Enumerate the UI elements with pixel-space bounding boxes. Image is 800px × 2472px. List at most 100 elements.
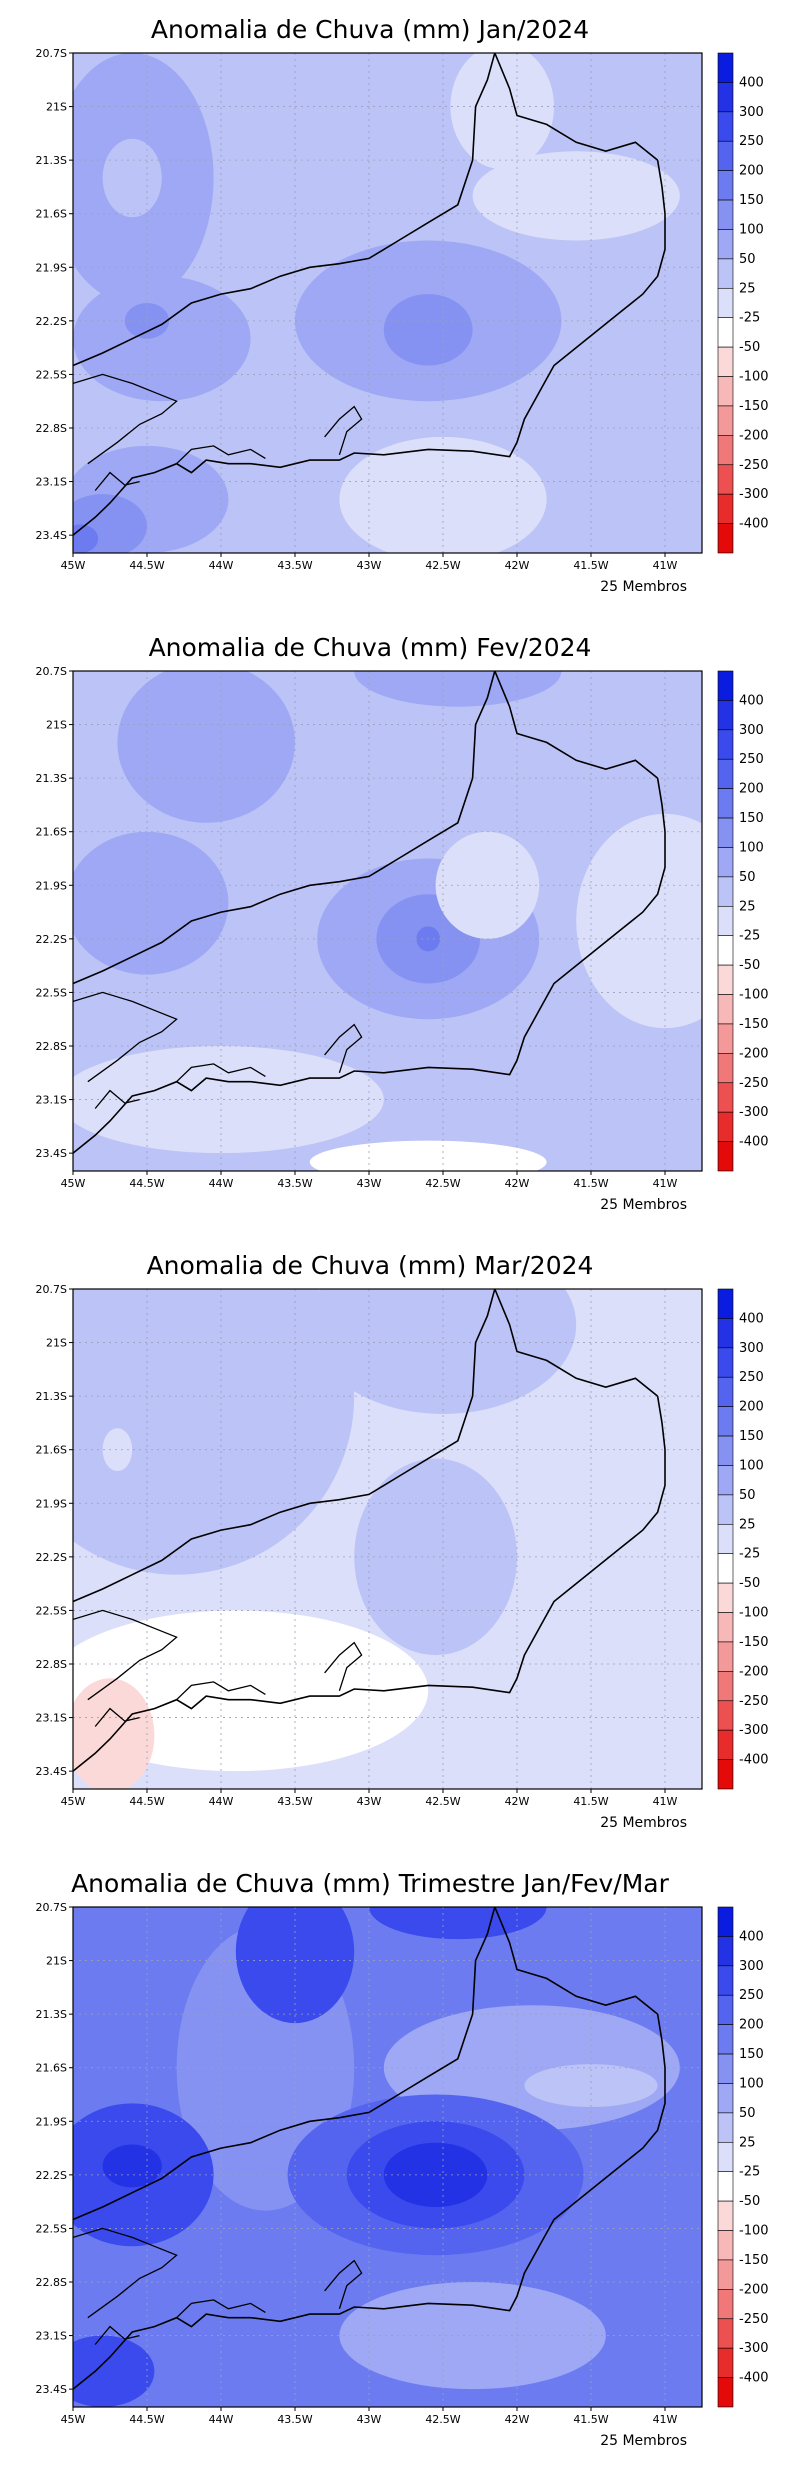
colorbar-swatch [717, 2347, 734, 2378]
lon-tick-label: 43.5W [277, 1795, 312, 1808]
colorbar-swatch [717, 964, 734, 995]
anomaly-contour [354, 671, 562, 707]
colorbar-swatch [717, 287, 734, 319]
colorbar-label: -25 [739, 929, 760, 944]
anomaly-contour [102, 138, 162, 218]
lon-tick-label: 45W [61, 1177, 86, 1190]
lon-tick-label: 41.5W [573, 1795, 608, 1808]
colorbar-label: -50 [739, 2194, 760, 2209]
anomaly-contour [73, 2335, 155, 2407]
colorbar-label: 200 [739, 2018, 764, 2033]
lon-tick-label: 45W [61, 1795, 86, 1808]
colorbar-swatch [717, 2377, 734, 2408]
colorbar-swatch [717, 1759, 734, 1790]
colorbar-label: 25 [739, 281, 756, 296]
lat-tick-label: 21.3S [36, 772, 67, 785]
colorbar: 400 300 250 200 150 100 50 25 -25 -50 -100 -150 -200… [717, 670, 769, 1172]
coastline [73, 53, 666, 536]
colorbar-swatch [717, 2230, 734, 2261]
colorbar-swatch [717, 346, 734, 377]
colorbar-label: 300 [739, 723, 764, 738]
colorbar-label: 50 [739, 2106, 756, 2121]
members-label: 25 Membros [600, 579, 687, 595]
colorbar-label: 100 [739, 840, 764, 855]
colorbar-swatch [717, 111, 734, 142]
lat-tick-label: 20.7S [36, 1283, 67, 1296]
map-title: Anomalia de Chuva (mm) Mar/2024 [147, 1251, 594, 1280]
colorbar-label: -300 [739, 1723, 769, 1738]
lat-tick-label: 21S [46, 101, 67, 114]
anomaly-contour [73, 524, 99, 553]
colorbar-swatch [717, 2200, 734, 2231]
colorbar-swatch [717, 82, 734, 113]
lon-tick-label: 42.5W [425, 1795, 460, 1808]
colorbar-swatch [717, 1347, 734, 1378]
lon-tick-label: 41W [653, 559, 678, 572]
colorbar-swatch [717, 700, 734, 731]
colorbar-label: -100 [739, 370, 769, 385]
lat-tick-label: 23.4S [36, 1147, 67, 1160]
anomaly-contour [339, 2282, 606, 2390]
anomaly-contour [450, 53, 554, 170]
lat-tick-label: 23.1S [36, 1712, 67, 1725]
colorbar-label: 200 [739, 1400, 764, 1415]
colorbar-swatch [717, 1023, 734, 1054]
map-svg: Anomalia de Chuva (mm) Mar/2024 20.7S 21S 2… [36, 1251, 769, 1831]
lon-tick-label: 42W [505, 1795, 530, 1808]
map-panel-4: Anomalia de Chuva (mm) Trimestre Jan/Fev… [0, 1854, 800, 2472]
colorbar-swatch [717, 1318, 734, 1349]
lat-tick-label: 22.2S [36, 2169, 67, 2182]
lat-tick-label: 20.7S [36, 665, 67, 678]
lat-tick-label: 21.9S [36, 1497, 67, 1510]
lat-tick-label: 20.7S [36, 47, 67, 60]
colorbar-label: -50 [739, 1576, 760, 1591]
colorbar-swatch [717, 1612, 734, 1643]
colorbar-label: -150 [739, 1635, 769, 1650]
anomaly-contour [576, 813, 702, 1029]
colorbar-label: -100 [739, 1606, 769, 1621]
lon-tick-label: 41W [653, 1177, 678, 1190]
colorbar-label: 400 [739, 1929, 764, 1944]
colorbar-label: -250 [739, 458, 769, 473]
lat-tick-label: 22.5S [36, 2222, 67, 2235]
colorbar-swatch [717, 729, 734, 760]
anomaly-contour [339, 436, 547, 553]
colorbar-swatch [717, 905, 734, 937]
lon-tick-label: 44W [209, 559, 234, 572]
colorbar-swatch [717, 229, 734, 260]
colorbar-label: 25 [739, 899, 756, 914]
members-label: 25 Membros [600, 2433, 687, 2449]
colorbar-swatch [717, 758, 734, 789]
lon-tick-label: 44W [209, 1177, 234, 1190]
lat-tick-label: 23.4S [36, 529, 67, 542]
colorbar-label: 200 [739, 164, 764, 179]
colorbar-label: 250 [739, 1988, 764, 2003]
colorbar-label: 300 [739, 105, 764, 120]
colorbar-swatch [717, 670, 734, 701]
lat-tick-label: 21.3S [36, 2008, 67, 2021]
lat-tick-label: 20.7S [36, 1901, 67, 1914]
colorbar-label: 50 [739, 1488, 756, 1503]
colorbar-label: 250 [739, 1370, 764, 1385]
colorbar-label: -100 [739, 2224, 769, 2239]
colorbar-swatch [717, 2141, 734, 2173]
lat-tick-label: 22.5S [36, 368, 67, 381]
colorbar-label: 250 [739, 134, 764, 149]
colorbar-swatch [717, 1671, 734, 1702]
anomaly-contour [472, 151, 680, 241]
colorbar-label: 250 [739, 752, 764, 767]
colorbar-swatch [717, 1288, 734, 1319]
colorbar-label: -150 [739, 2253, 769, 2268]
anomaly-contour [369, 1907, 547, 1940]
anomaly-contour [73, 831, 229, 975]
colorbar-label: 50 [739, 252, 756, 267]
colorbar-swatch [717, 2112, 734, 2143]
colorbar-swatch [717, 199, 734, 230]
colorbar: 400 300 250 200 150 100 50 25 -25 -50 -100 -150 -200… [717, 1906, 769, 2408]
lat-tick-label: 21S [46, 719, 67, 732]
anomaly-contour [235, 1907, 355, 2024]
colorbar-swatch [717, 1494, 734, 1525]
colorbar-swatch [717, 464, 734, 495]
lat-tick-label: 23.4S [36, 2383, 67, 2396]
colorbar-label: 400 [739, 75, 764, 90]
